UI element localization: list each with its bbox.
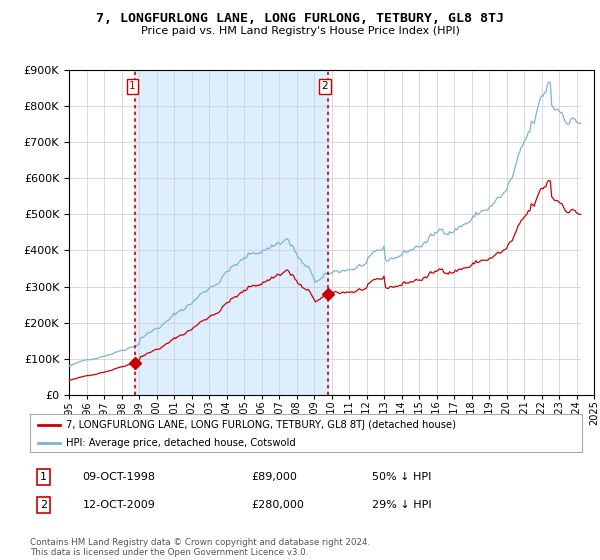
Text: 1: 1 [40,472,47,482]
Bar [581,70,594,395]
Text: 1: 1 [129,81,136,91]
Text: 09-OCT-1998: 09-OCT-1998 [82,472,155,482]
Text: £280,000: £280,000 [251,500,304,510]
Text: HPI: Average price, detached house, Cotswold: HPI: Average price, detached house, Cots… [66,438,296,448]
Text: £89,000: £89,000 [251,472,296,482]
Text: Contains HM Land Registry data © Crown copyright and database right 2024.
This d: Contains HM Land Registry data © Crown c… [30,538,370,557]
Text: 7, LONGFURLONG LANE, LONG FURLONG, TETBURY, GL8 8TJ: 7, LONGFURLONG LANE, LONG FURLONG, TETBU… [96,12,504,25]
Text: 12-OCT-2009: 12-OCT-2009 [82,500,155,510]
Text: Price paid vs. HM Land Registry's House Price Index (HPI): Price paid vs. HM Land Registry's House … [140,26,460,36]
Text: 2: 2 [40,500,47,510]
Bar [135,70,328,395]
Text: 2: 2 [322,81,328,91]
Text: 29% ↓ HPI: 29% ↓ HPI [372,500,432,510]
Text: 50% ↓ HPI: 50% ↓ HPI [372,472,431,482]
Text: 7, LONGFURLONG LANE, LONG FURLONG, TETBURY, GL8 8TJ (detached house): 7, LONGFURLONG LANE, LONG FURLONG, TETBU… [66,420,456,430]
